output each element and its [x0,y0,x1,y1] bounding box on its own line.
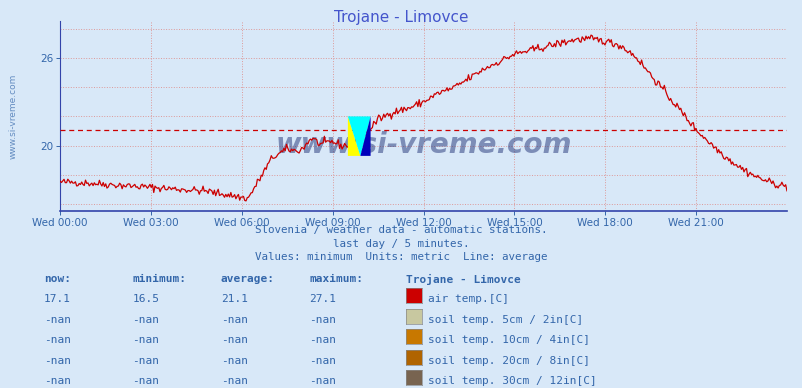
Text: minimum:: minimum: [132,274,186,284]
Text: -nan: -nan [132,315,160,325]
Text: www.si-vreme.com: www.si-vreme.com [275,131,571,159]
Text: -nan: -nan [132,356,160,366]
Polygon shape [360,116,371,156]
Polygon shape [347,116,371,156]
Text: -nan: -nan [44,356,71,366]
Text: -nan: -nan [221,356,248,366]
Text: -nan: -nan [309,315,336,325]
Text: 21.1: 21.1 [221,294,248,304]
Text: Trojane - Limovce: Trojane - Limovce [405,274,520,284]
Text: air temp.[C]: air temp.[C] [427,294,508,304]
Text: -nan: -nan [132,335,160,345]
Text: soil temp. 5cm / 2in[C]: soil temp. 5cm / 2in[C] [427,315,582,325]
Text: 17.1: 17.1 [44,294,71,304]
Text: maximum:: maximum: [309,274,363,284]
Text: -nan: -nan [44,335,71,345]
Text: -nan: -nan [221,376,248,386]
Text: -nan: -nan [221,315,248,325]
Text: 27.1: 27.1 [309,294,336,304]
Text: Slovenia / weather data - automatic stations.: Slovenia / weather data - automatic stat… [255,225,547,235]
Text: -nan: -nan [132,376,160,386]
Text: now:: now: [44,274,71,284]
Text: www.si-vreme.com: www.si-vreme.com [9,74,18,159]
Text: -nan: -nan [309,335,336,345]
Text: 16.5: 16.5 [132,294,160,304]
Polygon shape [347,116,360,156]
Text: -nan: -nan [221,335,248,345]
Text: -nan: -nan [309,356,336,366]
Text: average:: average: [221,274,274,284]
Text: soil temp. 30cm / 12in[C]: soil temp. 30cm / 12in[C] [427,376,596,386]
Text: -nan: -nan [309,376,336,386]
Text: Values: minimum  Units: metric  Line: average: Values: minimum Units: metric Line: aver… [255,252,547,262]
Text: -nan: -nan [44,315,71,325]
Text: Trojane - Limovce: Trojane - Limovce [334,10,468,25]
Text: soil temp. 20cm / 8in[C]: soil temp. 20cm / 8in[C] [427,356,589,366]
Text: -nan: -nan [44,376,71,386]
Text: last day / 5 minutes.: last day / 5 minutes. [333,239,469,249]
Text: soil temp. 10cm / 4in[C]: soil temp. 10cm / 4in[C] [427,335,589,345]
